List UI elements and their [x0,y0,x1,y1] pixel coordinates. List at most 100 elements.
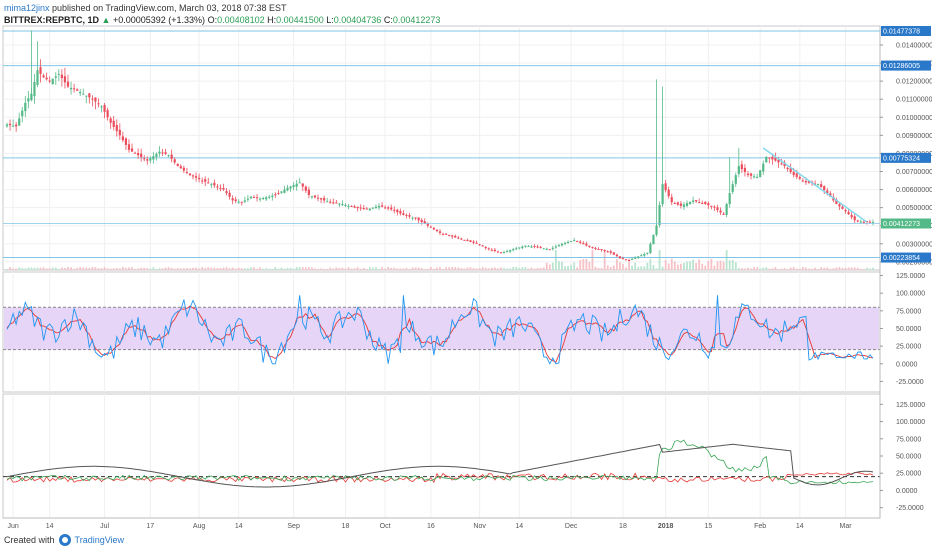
candle-body [615,254,618,257]
candle-body [106,110,109,118]
candle-body [36,70,39,85]
volume-bar [176,268,179,270]
volume-bar [869,268,871,270]
volume-bar [667,263,670,270]
volume-bar [64,268,66,270]
candle-body [39,67,42,74]
candle-body [140,153,143,158]
candle-body [713,206,716,208]
volume-bar [503,268,505,270]
volume-bar [387,267,390,270]
candle-body [441,233,445,235]
candle-body [335,202,338,204]
x-tick-label: Sep [287,523,300,530]
candle-body [316,197,320,199]
candle-body [130,148,134,152]
candle-body [57,73,60,75]
candle-body [853,216,856,221]
candle-body [283,189,286,193]
candle-body [85,95,88,97]
volume-bar [603,250,606,270]
candle-body [54,76,57,78]
candle-body [127,144,131,150]
author-link[interactable]: mima12jinx [4,3,50,13]
volume-bar [457,267,460,270]
volume-bar [268,268,271,270]
candle-body [722,213,725,215]
candle-body [460,238,463,240]
y-tick-label: 0.00300000 [896,241,932,248]
candle-body [740,164,743,170]
candle-body [310,196,314,198]
candle-body [246,198,249,200]
candle-body [216,186,219,188]
candle-body [292,185,295,188]
candle-body [377,205,381,208]
volume-bar [286,268,289,270]
candle-body [716,207,719,211]
volume-bar [649,259,652,270]
candle-body [606,251,609,253]
close-value: 0.00412273 [392,15,441,25]
candle-body [682,204,686,207]
candle-body [45,77,48,80]
volume-bar [612,265,615,270]
candle-body [399,211,402,214]
volume-bar [542,267,545,270]
volume-bar [795,268,798,270]
publish-info: mima12jinx published on TradingView.com,… [4,3,287,13]
candle-body [463,239,466,241]
volume-bar [469,267,472,270]
candle-body [823,186,826,191]
volume-bar [661,266,664,270]
candle-body [100,106,103,108]
x-tick-label: Jun [7,523,18,530]
volume-bar [710,258,713,270]
candle-body [51,78,54,85]
volume-bar [704,265,707,270]
volume-bar [780,268,783,270]
candle-body [271,195,274,198]
candle-body [438,231,442,233]
y-tick-label: 0.01100000 [896,97,932,104]
candle-body [594,248,597,250]
volume-bar [204,268,207,270]
volume-bar [594,266,597,270]
candle-body [579,241,582,243]
x-tick-label: 2018 [658,523,674,530]
candle-body [856,220,859,222]
candle-body [496,251,500,253]
candle-body [265,197,268,200]
candle-body [502,251,506,253]
candle-body [862,221,865,223]
volume-bar [317,268,319,270]
volume-bar [33,267,36,270]
volume-bar [631,265,634,270]
volume-bar [832,268,835,270]
candle-body [408,215,411,217]
volume-bar [262,268,265,270]
volume-bar [448,267,451,270]
candle-body [76,89,79,91]
tradingview-brand-link[interactable]: TradingView [74,535,125,545]
candle-body [454,235,457,238]
volume-bar [433,268,435,270]
x-tick-label: 14 [515,523,523,530]
volume-bar [734,262,737,270]
hline-label-bg [881,60,931,71]
candle-body [149,158,152,161]
candle-body [786,167,789,170]
volume-bar [42,267,45,270]
volume-bar [872,267,874,270]
candle-body [390,207,393,210]
volume-bar [307,267,310,270]
candle-body [871,222,875,224]
candle-body [481,245,484,247]
volume-bar [402,268,405,270]
candle-body [274,194,277,196]
volume-bar [622,263,624,270]
candle-body [109,118,112,123]
candle-body [466,239,469,242]
volume-bar [396,268,399,270]
